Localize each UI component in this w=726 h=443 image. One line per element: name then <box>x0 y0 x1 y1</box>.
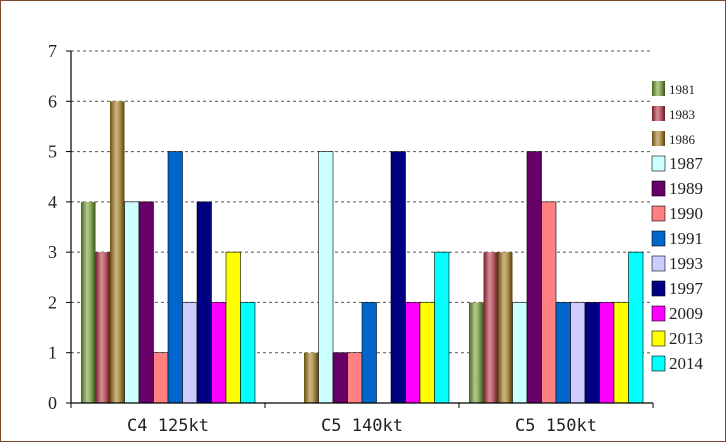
bar-2014-C4-125kt <box>240 302 256 404</box>
legend-label-1990: 1990 <box>669 204 703 223</box>
bar-1990-C5-150kt <box>541 201 557 404</box>
bar-1989-C5-140kt <box>332 352 348 404</box>
bar-1981-C4-125kt <box>81 201 96 403</box>
bar-1997-C5-150kt <box>584 302 600 404</box>
y-tick-label: 7 <box>48 41 57 61</box>
x-axis-categories: C4 125kt C5 140kt C5 150kt <box>127 416 597 436</box>
bar-2013-C5-150kt <box>613 302 629 404</box>
bar-1993-C4-125kt <box>182 302 198 404</box>
y-tick-label: 2 <box>48 292 57 312</box>
legend-swatch-2009 <box>651 305 666 322</box>
bar-1987-C4-125kt <box>124 201 140 404</box>
bar-1986-C5-140kt <box>304 352 319 403</box>
legend-swatch-1983 <box>652 106 665 121</box>
bar-1990-C4-125kt <box>153 352 169 404</box>
y-tick-label: 6 <box>48 91 57 111</box>
legend-swatch-1986 <box>652 131 665 146</box>
legend-swatch-1993 <box>651 255 666 272</box>
bar-1983-C4-125kt <box>95 252 110 403</box>
legend-label-1983: 1983 <box>669 107 695 122</box>
legend: 1981 1983 1986 1987 1989 1990 1991 1993 1997 2009… <box>651 81 704 373</box>
legend-label-1981: 1981 <box>669 82 695 97</box>
bar-1991-C4-125kt <box>167 151 183 404</box>
bar-2013-C5-140kt <box>419 302 435 404</box>
bar-2009-C5-150kt <box>599 302 615 404</box>
legend-label-1989: 1989 <box>669 179 703 198</box>
axes <box>66 50 654 408</box>
y-tick-label: 5 <box>48 142 57 162</box>
bar-1997-C4-125kt <box>196 201 212 404</box>
legend-label-2013: 2013 <box>669 329 703 348</box>
bar-2014-C5-150kt <box>628 251 644 404</box>
legend-swatch-1987 <box>651 155 666 172</box>
bar-1989-C5-150kt <box>526 151 542 404</box>
legend-swatch-1981 <box>652 81 665 96</box>
bar-series <box>81 101 644 404</box>
category-label: C5 140kt <box>321 416 403 436</box>
bar-1983-C5-150kt <box>483 252 498 403</box>
legend-swatch-1989 <box>651 180 666 197</box>
y-tick-label: 3 <box>48 242 57 262</box>
legend-label-1986: 1986 <box>669 132 696 147</box>
bar-1987-C5-140kt <box>318 151 334 404</box>
y-tick-label: 0 <box>48 393 57 413</box>
legend-swatch-1991 <box>651 230 666 247</box>
legend-label-1991: 1991 <box>669 229 703 248</box>
legend-swatch-2013 <box>651 330 666 347</box>
bar-1986-C4-125kt <box>110 101 125 404</box>
y-tick-label: 1 <box>48 343 57 363</box>
category-label: C5 150kt <box>515 416 597 436</box>
bar-1997-C5-140kt <box>390 151 406 404</box>
category-label: C4 125kt <box>127 416 209 436</box>
bar-1990-C5-140kt <box>347 352 363 404</box>
legend-label-1997: 1997 <box>669 279 704 298</box>
bar-2009-C4-125kt <box>211 302 227 404</box>
legend-swatch-2014 <box>651 355 666 372</box>
bar-1989-C4-125kt <box>138 201 154 404</box>
legend-label-2014: 2014 <box>669 354 704 373</box>
bar-2009-C5-140kt <box>405 302 421 404</box>
bar-1991-C5-140kt <box>361 302 377 404</box>
bar-2014-C5-140kt <box>434 251 450 404</box>
y-tick-label: 4 <box>48 192 57 212</box>
y-axis-ticks: 0 1 2 3 4 5 6 7 <box>48 41 57 413</box>
bar-1991-C5-150kt <box>555 302 571 404</box>
legend-label-1987: 1987 <box>669 154 704 173</box>
legend-swatch-1990 <box>651 205 666 222</box>
bar-1981-C5-150kt <box>469 302 484 403</box>
bar-1993-C5-150kt <box>570 302 586 404</box>
bar-1987-C5-150kt <box>512 302 528 404</box>
legend-label-2009: 2009 <box>669 304 703 323</box>
bar-2013-C4-125kt <box>225 251 241 404</box>
legend-label-1993: 1993 <box>669 254 703 273</box>
bar-1986-C5-150kt <box>498 252 513 403</box>
legend-swatch-1997 <box>651 280 666 297</box>
